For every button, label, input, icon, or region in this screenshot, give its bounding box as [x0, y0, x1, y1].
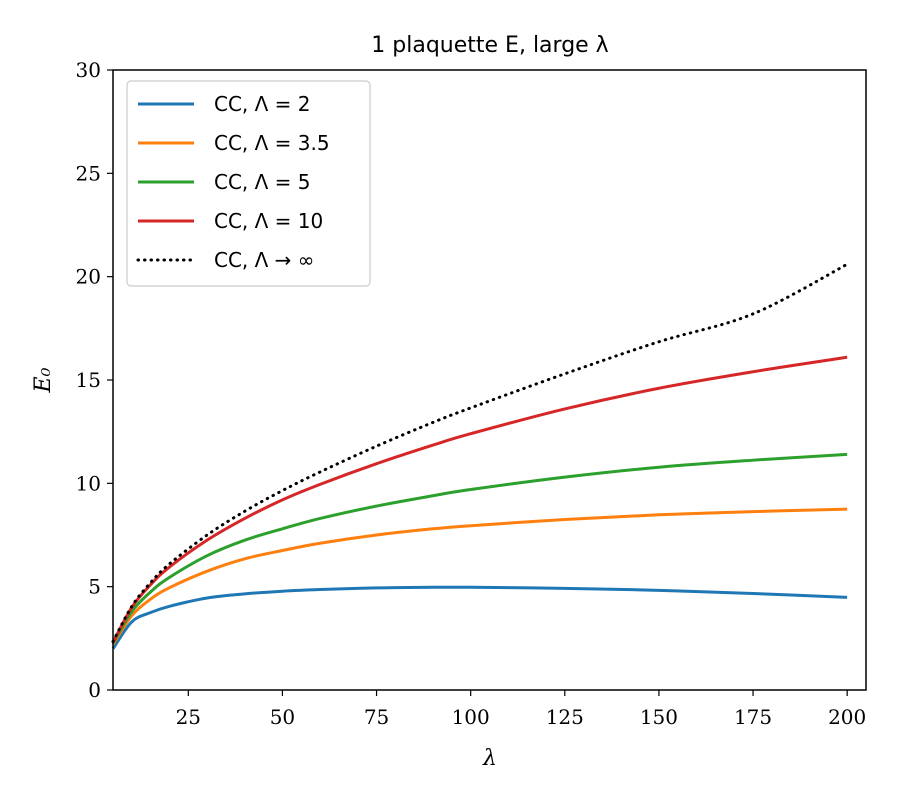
x-tick-label: 25	[176, 705, 201, 729]
legend-label-3: CC, Λ = 5	[214, 170, 311, 194]
series-line-2	[111, 507, 848, 646]
x-tick-label: 100	[452, 705, 490, 729]
legend-box	[126, 80, 371, 287]
y-tick-label: 25	[76, 161, 101, 185]
x-tick-label: 200	[828, 705, 866, 729]
y-axis-label: E₀	[31, 367, 56, 393]
x-tick-label: 50	[270, 705, 295, 729]
y-tick-label: 5	[88, 575, 101, 599]
y-tick-label: 15	[76, 368, 101, 392]
y-tick-label: 10	[76, 471, 101, 495]
legend-label-4: CC, Λ = 10	[214, 209, 323, 233]
series-line-1	[111, 585, 848, 650]
x-tick-label: 125	[546, 705, 584, 729]
legend: CC, Λ = 2 CC, Λ = 3.5 CC, Λ = 5 CC, Λ = 10 C…	[126, 80, 371, 287]
x-tick-label: 75	[364, 705, 389, 729]
series-line-4	[111, 355, 848, 644]
legend-label-1: CC, Λ = 2	[214, 92, 311, 116]
series-line-3	[111, 452, 848, 645]
y-tick-label: 0	[88, 678, 101, 702]
y-tick-label: 20	[76, 265, 101, 289]
x-tick-label: 175	[734, 705, 772, 729]
x-tick-label: 150	[640, 705, 678, 729]
series-lines	[111, 262, 849, 650]
legend-label-5: CC, Λ → ∞	[214, 248, 314, 272]
plot-frame	[112, 69, 867, 691]
y-tick-label: 30	[76, 58, 101, 82]
series-line-5	[111, 262, 849, 643]
y-axis-ticks: 0 5 10 15 20 25 30	[76, 58, 113, 702]
x-axis-label: λ	[482, 746, 497, 771]
chart-title: 1 plaquette E, large λ	[371, 33, 608, 58]
legend-label-2: CC, Λ = 3.5	[214, 131, 330, 155]
x-axis-ticks: 25 50 75 100 125 150 175 200	[176, 690, 866, 729]
